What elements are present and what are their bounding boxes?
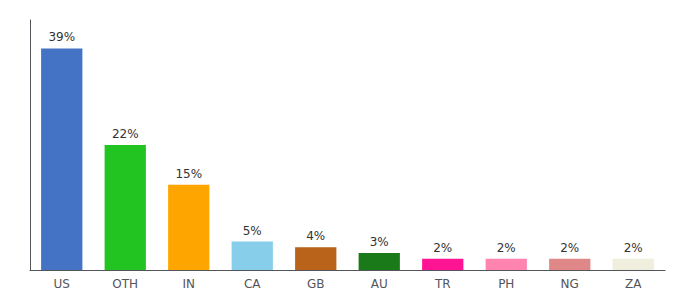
svg-text:39%: 39% (48, 30, 75, 44)
svg-text:2%: 2% (624, 241, 643, 255)
svg-text:OTH: OTH (112, 277, 138, 291)
svg-text:GB: GB (307, 277, 325, 291)
svg-text:5%: 5% (243, 224, 262, 238)
svg-text:3%: 3% (370, 235, 389, 249)
svg-text:2%: 2% (433, 241, 452, 255)
svg-text:IN: IN (182, 277, 195, 291)
svg-text:15%: 15% (175, 167, 202, 181)
svg-text:US: US (54, 277, 70, 291)
svg-text:PH: PH (498, 277, 514, 291)
svg-text:AU: AU (371, 277, 388, 291)
svg-text:CA: CA (244, 277, 261, 291)
svg-text:TR: TR (434, 277, 451, 291)
svg-text:NG: NG (561, 277, 579, 291)
svg-text:4%: 4% (306, 229, 325, 243)
svg-text:22%: 22% (112, 127, 139, 141)
svg-text:2%: 2% (560, 241, 579, 255)
svg-text:2%: 2% (497, 241, 516, 255)
svg-text:ZA: ZA (625, 277, 642, 291)
